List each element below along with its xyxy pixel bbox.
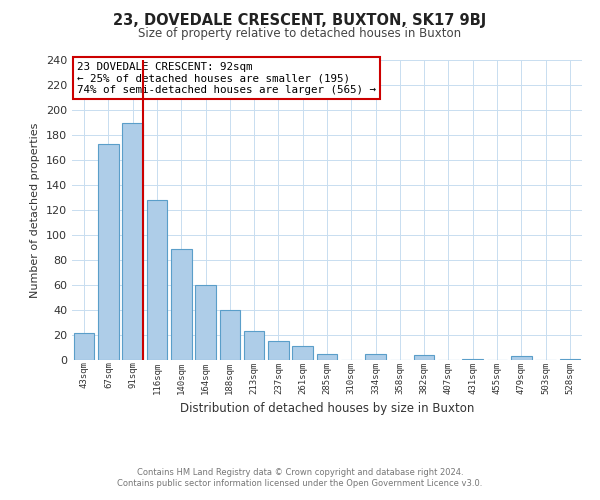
Text: 23, DOVEDALE CRESCENT, BUXTON, SK17 9BJ: 23, DOVEDALE CRESCENT, BUXTON, SK17 9BJ [113,12,487,28]
Bar [414,355,434,360]
Bar [220,310,240,360]
Bar [122,122,143,360]
Text: 23 DOVEDALE CRESCENT: 92sqm
← 25% of detached houses are smaller (195)
74% of se: 23 DOVEDALE CRESCENT: 92sqm ← 25% of det… [77,62,376,94]
Bar [317,354,337,360]
Bar [146,200,167,360]
Text: Size of property relative to detached houses in Buxton: Size of property relative to detached ho… [139,28,461,40]
Bar [511,356,532,360]
X-axis label: Distribution of detached houses by size in Buxton: Distribution of detached houses by size … [180,402,474,415]
Y-axis label: Number of detached properties: Number of detached properties [31,122,40,298]
Bar [171,248,191,360]
Bar [195,285,216,360]
Bar [292,346,313,360]
Text: Contains HM Land Registry data © Crown copyright and database right 2024.
Contai: Contains HM Land Registry data © Crown c… [118,468,482,487]
Bar [74,332,94,360]
Bar [244,331,265,360]
Bar [98,144,119,360]
Bar [365,354,386,360]
Bar [268,341,289,360]
Bar [560,359,580,360]
Bar [463,359,483,360]
